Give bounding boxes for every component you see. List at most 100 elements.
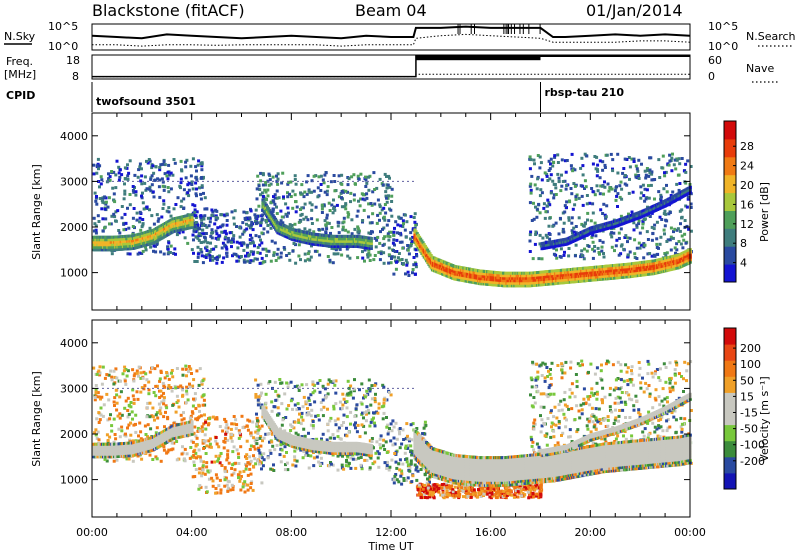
range-cell [208, 256, 212, 260]
range-cell [299, 219, 303, 223]
range-cell [388, 176, 391, 180]
range-cell [384, 211, 388, 215]
range-cell [203, 254, 206, 258]
range-cell [337, 231, 341, 235]
range-cell [276, 182, 280, 186]
range-cell [644, 176, 648, 180]
range-cell [390, 194, 394, 198]
range-cell [118, 168, 122, 172]
range-cell [312, 174, 316, 178]
range-cell [245, 227, 249, 231]
range-cell [275, 174, 278, 178]
range-cell [392, 238, 396, 242]
range-cell [528, 184, 532, 188]
range-cell [139, 430, 143, 434]
range-cell [534, 230, 538, 234]
range-cell [286, 195, 290, 199]
range-cell [162, 415, 166, 419]
range-cell [275, 179, 279, 183]
range-cell [297, 254, 301, 258]
range-cell [211, 210, 215, 214]
range-cell [378, 205, 382, 209]
range-cell [279, 255, 283, 259]
range-cell [128, 252, 132, 256]
range-cell [549, 191, 553, 195]
range-cell [680, 157, 684, 160]
range-cell [196, 245, 200, 249]
range-cell [237, 255, 241, 259]
range-cell [650, 170, 654, 174]
range-cell [355, 214, 359, 218]
range-cell [583, 187, 586, 190]
range-cell [385, 223, 389, 227]
range-cell [637, 174, 641, 177]
range-cell [232, 222, 236, 226]
cpid-program-2: rbsp-tau 210 [545, 86, 625, 99]
range-cell [651, 232, 655, 236]
range-cell [105, 433, 109, 437]
range-cell [390, 214, 394, 218]
range-cell [193, 208, 197, 212]
range-cell [669, 248, 673, 252]
range-cell [142, 370, 146, 374]
range-cell [605, 153, 609, 157]
range-cell [182, 457, 186, 461]
range-cell [418, 235, 422, 239]
range-cell [122, 222, 126, 226]
range-cell [401, 262, 405, 265]
range-cell [534, 233, 538, 236]
range-cell [563, 204, 567, 208]
range-cell [389, 208, 393, 212]
range-cell [200, 221, 204, 225]
range-cell [362, 208, 366, 212]
range-cell [238, 241, 242, 245]
range-cell [626, 240, 629, 244]
range-cell [358, 204, 362, 208]
colorbar-frame [723, 120, 737, 283]
range-cell [98, 185, 101, 189]
power-data [92, 152, 693, 288]
range-cell [264, 183, 268, 187]
range-cell [276, 172, 280, 176]
range-cell [350, 218, 354, 222]
range-cell [112, 198, 116, 202]
range-cell [264, 247, 268, 251]
range-cell [336, 252, 340, 256]
range-cell [196, 236, 200, 240]
range-cell [607, 189, 611, 193]
range-cell [291, 206, 295, 210]
range-cell [649, 183, 653, 187]
range-cell [646, 252, 650, 256]
range-cell [248, 261, 252, 264]
range-cell [92, 172, 96, 176]
range-cell [395, 250, 399, 253]
range-cell [105, 392, 109, 396]
range-cell [231, 237, 235, 241]
range-cell [390, 187, 394, 191]
range-cell [559, 189, 563, 193]
range-cell [192, 251, 195, 255]
range-cell [362, 193, 365, 197]
range-cell [143, 175, 147, 179]
range-cell [172, 441, 176, 445]
range-cell [135, 218, 139, 222]
range-cell [346, 254, 350, 258]
range-cell [384, 194, 388, 198]
range-cell [96, 157, 100, 161]
range-cell [342, 216, 346, 220]
range-cell [665, 190, 669, 194]
range-cell [332, 174, 336, 177]
range-cell [104, 217, 108, 221]
range-cell [549, 162, 552, 166]
range-cell [260, 191, 264, 195]
range-cell [382, 215, 386, 219]
range-cell [199, 248, 203, 251]
range-cell [534, 205, 537, 209]
range-cell [167, 163, 171, 167]
range-cell [415, 254, 419, 258]
range-cell [235, 225, 238, 228]
range-cell [330, 203, 334, 207]
range-cell [425, 246, 429, 250]
range-cell [591, 202, 595, 206]
range-cell [407, 252, 411, 256]
